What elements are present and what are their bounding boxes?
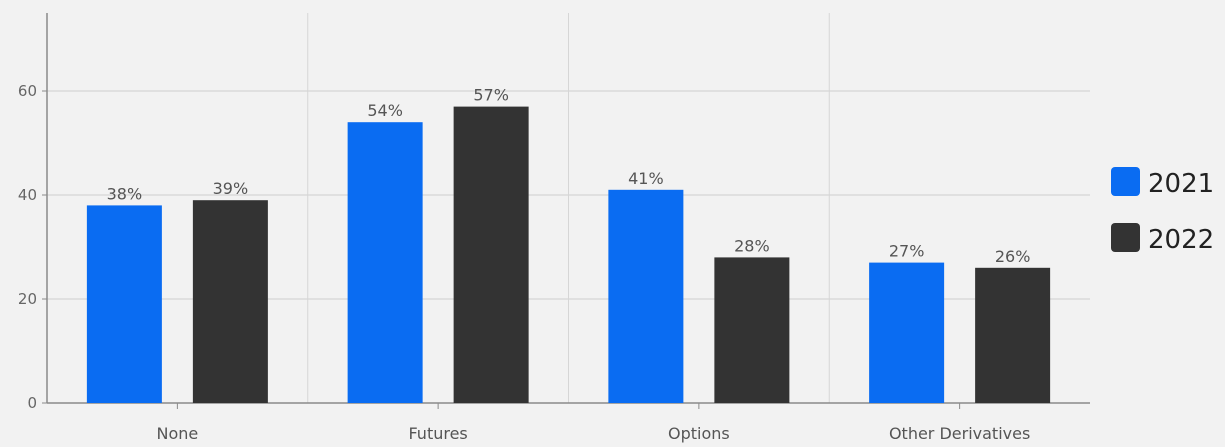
bar-2022[interactable] (192, 200, 268, 403)
x-tick-label: Other Derivatives (889, 424, 1030, 443)
legend-swatch-2022[interactable] (1111, 223, 1140, 252)
bar-2021[interactable] (347, 122, 423, 403)
data-label: 41% (628, 169, 664, 188)
data-label: 28% (734, 236, 770, 255)
legend-swatch-2021[interactable] (1111, 167, 1140, 196)
y-tick-label: 40 (18, 186, 37, 204)
data-label: 57% (473, 86, 509, 105)
bar-2022[interactable] (453, 106, 529, 403)
data-label: 26% (995, 247, 1031, 266)
bar-layer (86, 106, 1051, 403)
data-label: 39% (213, 179, 249, 198)
bar-2021[interactable] (869, 262, 945, 403)
y-tick-label: 60 (18, 82, 37, 100)
x-tick-label: None (157, 424, 199, 443)
bar-2021[interactable] (86, 205, 162, 403)
data-label: 54% (367, 101, 403, 120)
bar-2021[interactable] (608, 189, 684, 403)
legend-label[interactable]: 2021 (1148, 169, 1214, 199)
legend-label[interactable]: 2022 (1148, 225, 1214, 255)
y-tick-label: 0 (27, 394, 37, 412)
data-label: 27% (889, 242, 925, 261)
x-tick-label: Futures (408, 424, 467, 443)
bar-2022[interactable] (714, 257, 790, 403)
data-label: 38% (107, 184, 143, 203)
legend[interactable]: 2021 2022 (1111, 167, 1214, 255)
y-tick-label: 20 (18, 290, 37, 308)
bar-2022[interactable] (975, 267, 1051, 403)
label-layer: 38% 39% 54% 57% 41% 28% 27% 26% (107, 86, 1031, 266)
x-tick-label: Options (668, 424, 730, 443)
